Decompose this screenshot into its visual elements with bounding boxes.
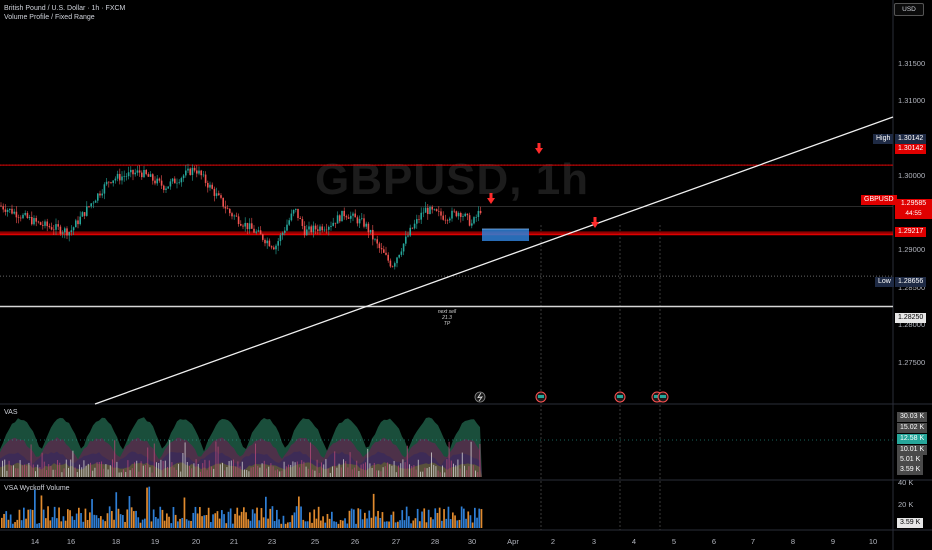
time-axis-label: 25 <box>310 537 320 546</box>
calendar-flag-icon[interactable] <box>657 391 669 403</box>
time-axis-label: 30 <box>467 537 477 546</box>
vas-value-tag: 10.01 K <box>897 445 928 455</box>
trade-annotation[interactable]: next sell 21.3 TP <box>436 309 458 327</box>
time-axis-label: 7 <box>750 537 756 546</box>
time-axis-label: 4 <box>631 537 637 546</box>
time-axis-label: 16 <box>66 537 76 546</box>
calendar-flag-icon[interactable] <box>535 391 547 403</box>
low-name-tag: Low <box>875 277 894 287</box>
tp-price-tag: 1.28250 <box>895 313 927 323</box>
lightning-icon[interactable] <box>474 391 486 403</box>
price-axis-label: 1.31500 <box>898 58 926 68</box>
time-axis-label: 14 <box>30 537 40 546</box>
wyckoff-value-tag: 3.59 K <box>897 518 924 528</box>
time-axis-label: Apr <box>507 537 519 546</box>
current-price: 1.29585 <box>900 200 927 207</box>
price-axis-label: 1.31000 <box>898 96 926 105</box>
vas-value-tag: 3.59 K <box>897 465 924 475</box>
wyckoff-volume-histogram[interactable] <box>1 486 483 528</box>
vas-value-tag: 5.01 K <box>897 455 924 465</box>
wyckoff-pane-label[interactable]: VSA Wyckoff Volume <box>4 485 70 492</box>
time-axis-label: 18 <box>111 537 121 546</box>
time-axis-label: 21 <box>229 537 239 546</box>
time-axis-label: 19 <box>150 537 160 546</box>
time-axis-label: 6 <box>711 537 717 546</box>
price-axis-label: 1.27500 <box>898 357 926 367</box>
vas-value-tag: 30.03 K <box>897 412 928 422</box>
annotation-line: next sell <box>437 309 457 315</box>
current-price-box: 1.29585 44:55 <box>895 199 932 219</box>
time-axis-label: 3 <box>591 537 597 546</box>
time-axis-label: 27 <box>391 537 401 546</box>
time-axis-label: 20 <box>191 537 201 546</box>
price-axis-label: 1.29000 <box>898 245 926 255</box>
symbol-name-tag: GBPUSD <box>861 195 897 205</box>
bar-countdown: 44:55 <box>905 210 922 217</box>
symbol-watermark: GBPUSD, 1h <box>315 155 590 204</box>
trend-line[interactable] <box>94 116 894 405</box>
volume-profile-box[interactable] <box>482 229 529 241</box>
time-axis-label: 10 <box>868 537 878 546</box>
time-axis-label: 28 <box>430 537 440 546</box>
resistance-price-tag: 1.30142 <box>895 144 927 154</box>
wyckoff-axis-label: 40 K <box>898 478 914 487</box>
sell-arrow-icon[interactable] <box>535 143 543 154</box>
time-axis-label: 2 <box>550 537 556 546</box>
price-axis-label: 1.30000 <box>898 170 926 180</box>
chart-title[interactable]: British Pound / U.S. Dollar · 1h · FXCM <box>4 5 126 12</box>
support-price-tag: 1.29217 <box>895 227 927 237</box>
price-axis-label: 1.28000 <box>898 320 926 330</box>
low-value-tag: 1.28656 <box>895 277 927 287</box>
calendar-flag-icon[interactable] <box>614 391 626 403</box>
annotation-line: TP <box>443 321 451 327</box>
vas-pane-label[interactable]: VAS <box>4 409 18 416</box>
time-axis-label: 9 <box>830 537 836 546</box>
vas-value-tag: 12.58 K <box>897 434 928 444</box>
sell-arrow-icon[interactable] <box>487 193 495 204</box>
annotation-line: 21.3 <box>442 315 452 321</box>
wyckoff-axis-label: 20 K <box>898 500 914 509</box>
high-name-tag: High <box>873 134 894 144</box>
price-axis-label: 1.28500 <box>898 282 926 292</box>
time-axis-label: 8 <box>790 537 796 546</box>
indicator-title[interactable]: Volume Profile / Fixed Range <box>4 14 95 21</box>
currency-button[interactable]: USD <box>894 3 924 16</box>
candlestick-series[interactable] <box>0 163 482 270</box>
high-value-tag: 1.30142 <box>895 134 927 144</box>
vas-value-tag: 15.02 K <box>897 423 928 433</box>
time-axis-label: 5 <box>671 537 677 546</box>
time-axis-label: 23 <box>267 537 277 546</box>
sell-arrow-icon[interactable] <box>591 217 599 228</box>
time-axis-label: 26 <box>350 537 360 546</box>
vas-indicator[interactable] <box>0 417 893 477</box>
